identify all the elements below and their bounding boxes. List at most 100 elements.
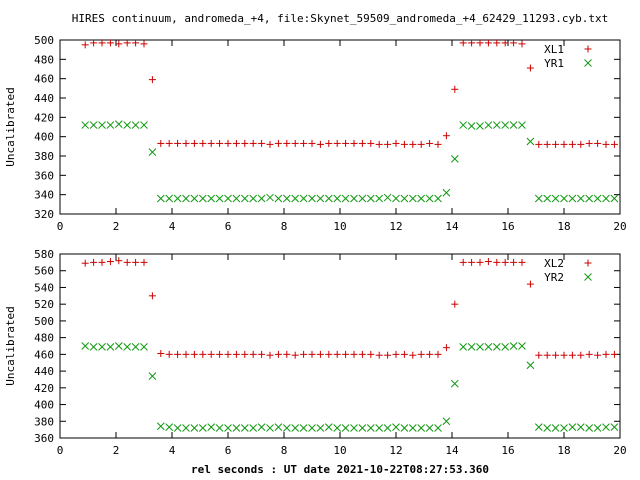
- data-point: [266, 424, 274, 432]
- y-tick-label: 580: [34, 248, 54, 261]
- data-point: [274, 139, 282, 147]
- plot-frame: [59, 39, 621, 215]
- data-point: [257, 423, 266, 431]
- data-point: [593, 194, 602, 203]
- data-point: [459, 121, 468, 129]
- y-tick-label: 480: [34, 332, 54, 345]
- data-point: [551, 424, 560, 432]
- data-point: [342, 350, 350, 358]
- x-tick-label: 4: [169, 220, 176, 233]
- data-point: [215, 424, 224, 432]
- data-point: [425, 424, 434, 432]
- data-point: [526, 137, 535, 146]
- data-point: [106, 342, 115, 351]
- x-tick-label: 4: [169, 444, 176, 457]
- data-point: [333, 139, 341, 147]
- data-point: [106, 258, 114, 266]
- data-point: [182, 424, 190, 432]
- y-tick-label: 480: [34, 53, 54, 66]
- data-point: [610, 350, 618, 358]
- data-point: [132, 39, 140, 47]
- y-axis-label: Uncalibrated: [4, 87, 17, 166]
- data-point: [510, 258, 518, 266]
- x-tick-label: 10: [333, 220, 346, 233]
- data-point: [98, 39, 106, 47]
- data-point: [308, 424, 316, 432]
- plot-top: 0 2 4 6 8 10 12 14 16 18 20 320 340 360 380 400 420 440 46…: [4, 34, 627, 233]
- data-point: [535, 351, 543, 359]
- data-point: [468, 39, 476, 47]
- data-point: [140, 342, 148, 351]
- data-point: [358, 139, 366, 147]
- data-point: [510, 39, 518, 47]
- data-point: [543, 351, 551, 359]
- data-point: [392, 423, 400, 431]
- data-point: [89, 121, 98, 129]
- data-point: [308, 139, 316, 147]
- data-point: [476, 258, 484, 266]
- y-tick-label: 460: [34, 348, 54, 361]
- data-point: [282, 424, 291, 432]
- data-point: [274, 423, 283, 431]
- data-point: [333, 194, 342, 203]
- data-point: [560, 140, 568, 148]
- data-point: [224, 350, 232, 358]
- data-point: [232, 350, 240, 358]
- data-point: [568, 351, 576, 359]
- data-point: [594, 139, 602, 147]
- data-point: [375, 424, 384, 432]
- data-point: [518, 342, 526, 350]
- data-point: [249, 350, 257, 358]
- data-point: [257, 194, 266, 203]
- data-point: [375, 140, 383, 148]
- plot-frame: [59, 253, 621, 439]
- data-point: [509, 342, 518, 350]
- data-point: [568, 194, 577, 203]
- data-point: [148, 292, 156, 300]
- data-point: [492, 342, 501, 351]
- data-point: [366, 194, 375, 203]
- data-point: [299, 424, 308, 432]
- y-tick-label: 460: [34, 73, 54, 86]
- data-point: [324, 423, 333, 431]
- data-point: [333, 424, 342, 432]
- y-tick-label: 360: [34, 432, 54, 445]
- data-point: [417, 194, 426, 203]
- data-point: [199, 139, 207, 147]
- data-point: [610, 140, 618, 148]
- data-point: [81, 259, 89, 267]
- data-point: [551, 194, 560, 203]
- data-point: [434, 350, 442, 358]
- data-point: [207, 423, 216, 431]
- data-point: [165, 139, 173, 147]
- data-point: [552, 351, 560, 359]
- data-point: [467, 342, 476, 351]
- data-point: [451, 300, 459, 308]
- data-point: [291, 351, 299, 359]
- data-point: [106, 39, 114, 47]
- data-point: [400, 194, 409, 203]
- data-point: [182, 139, 190, 147]
- data-point: [324, 194, 333, 203]
- y-tick-label: 520: [34, 298, 54, 311]
- data-point: [476, 342, 484, 351]
- y-tick-label: 320: [34, 208, 54, 221]
- legend-marker: [584, 259, 592, 267]
- data-point: [526, 361, 535, 370]
- data-point: [140, 121, 148, 129]
- data-point: [190, 139, 198, 147]
- data-point: [207, 350, 215, 358]
- data-point: [173, 194, 182, 203]
- data-point: [560, 351, 568, 359]
- data-point: [325, 350, 333, 358]
- data-point: [552, 140, 560, 148]
- data-point: [417, 424, 426, 432]
- data-point: [341, 194, 350, 203]
- x-tick-label: 2: [113, 444, 120, 457]
- data-point: [308, 194, 316, 203]
- x-tick-label: 12: [389, 220, 402, 233]
- data-point: [132, 258, 140, 266]
- data-point: [350, 350, 358, 358]
- data-point: [299, 194, 308, 203]
- data-point: [182, 350, 190, 358]
